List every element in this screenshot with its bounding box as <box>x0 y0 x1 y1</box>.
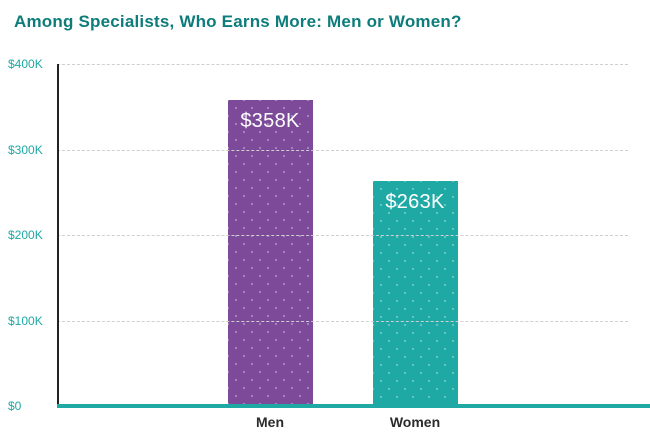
gridline <box>57 235 628 236</box>
y-axis-tick-label: $100K <box>8 313 43 328</box>
x-axis-tick-label: Men <box>256 414 284 430</box>
bar-value-label: $358K <box>240 109 300 132</box>
y-axis-tick-label: $200K <box>8 228 43 242</box>
x-axis: Men Women <box>57 414 628 434</box>
gridline <box>57 64 628 65</box>
y-axis-tick-label: $0 <box>8 399 22 413</box>
x-axis-line <box>57 404 650 408</box>
gridline <box>57 320 628 322</box>
x-axis-tick-label: Women <box>389 414 441 430</box>
y-axis-line <box>57 64 59 406</box>
chart-title: Among Specialists, Who Earns More: Men o… <box>14 12 462 31</box>
gridline <box>57 149 628 151</box>
bar-men: $358K <box>227 100 313 406</box>
bar-women: $263K <box>372 181 458 406</box>
y-axis-tick-label: $300K <box>8 142 43 157</box>
y-axis-tick-label: $400K <box>8 57 43 71</box>
y-axis: $0 $100K $200K $300K $400K <box>8 57 54 413</box>
plot-area: $358K $263K <box>57 64 628 406</box>
bar-value-label: $263K <box>385 191 445 214</box>
bars-layer: $358K $263K <box>57 64 628 406</box>
